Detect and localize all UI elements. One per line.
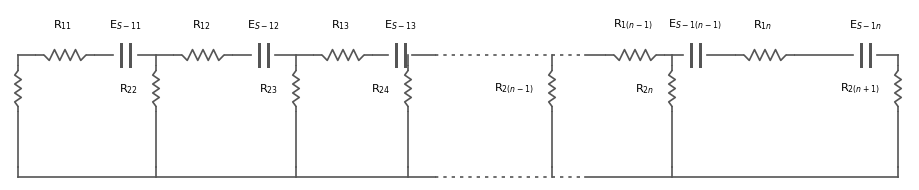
Text: R$_{2(n+1)}$: R$_{2(n+1)}$ xyxy=(840,82,880,96)
Text: R$_{13}$: R$_{13}$ xyxy=(332,18,350,32)
Text: E$_{S-1(n-1)}$: E$_{S-1(n-1)}$ xyxy=(668,18,721,32)
Text: E$_{S-13}$: E$_{S-13}$ xyxy=(383,18,416,32)
Text: R$_{11}$: R$_{11}$ xyxy=(53,18,73,32)
Text: R$_{2(n-1)}$: R$_{2(n-1)}$ xyxy=(494,82,534,96)
Text: R$_{12}$: R$_{12}$ xyxy=(191,18,210,32)
Text: R$_{22}$: R$_{22}$ xyxy=(119,82,138,96)
Text: E$_{S-12}$: E$_{S-12}$ xyxy=(246,18,279,32)
Text: R$_{24}$: R$_{24}$ xyxy=(370,82,390,96)
Text: E$_{S-1n}$: E$_{S-1n}$ xyxy=(848,18,881,32)
Text: E$_{S-11}$: E$_{S-11}$ xyxy=(108,18,142,32)
Text: R$_{1(n-1)}$: R$_{1(n-1)}$ xyxy=(613,18,652,32)
Text: R$_{23}$: R$_{23}$ xyxy=(259,82,278,96)
Text: R$_{1n}$: R$_{1n}$ xyxy=(754,18,773,32)
Text: R$_{2n}$: R$_{2n}$ xyxy=(635,82,654,96)
